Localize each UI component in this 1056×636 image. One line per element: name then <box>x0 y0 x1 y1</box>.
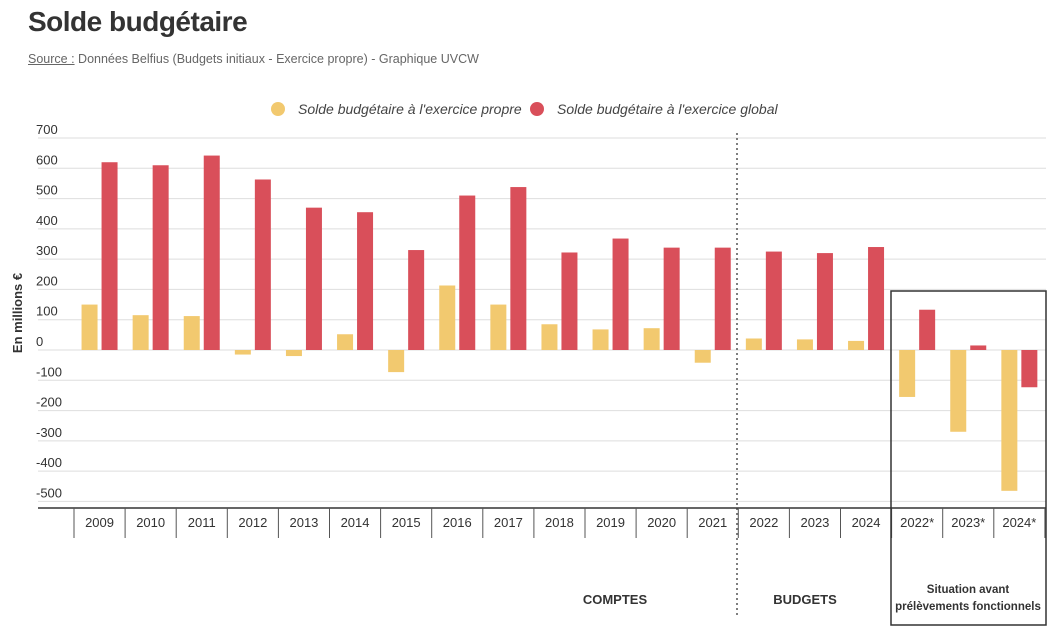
bar-exercice-global <box>663 247 680 350</box>
x-category-label: 2016 <box>443 515 472 530</box>
y-tick-label: -400 <box>36 455 62 470</box>
legend: Solde budgétaire à l'exercice propre Sold… <box>271 101 778 117</box>
x-category-label: 2020 <box>647 515 676 530</box>
x-category-label: 2011 <box>188 515 216 530</box>
bar-exercice-propre <box>81 304 98 350</box>
highlight-box <box>890 290 1047 626</box>
bar-exercice-global <box>203 155 220 350</box>
y-tick-label: 500 <box>36 183 58 198</box>
y-tick-label: -500 <box>36 485 62 500</box>
x-category-label: 2010 <box>136 515 165 530</box>
bar-exercice-propre <box>694 350 711 363</box>
y-axis-label: En millions € <box>10 273 25 353</box>
chart-source: Source : Données Belfius (Budgets initia… <box>28 52 479 66</box>
x-axis: 2009 2010 2011 2012 2013 2014 2015 2016 2017 2018… <box>38 507 1046 538</box>
source-label: Source : <box>28 52 75 66</box>
x-category-label: 2009 <box>85 515 114 530</box>
y-tick-label: -100 <box>36 364 62 379</box>
bar-exercice-global <box>868 247 885 350</box>
bar-exercice-global <box>816 253 833 350</box>
group-label-comptes: COMPTES <box>583 592 648 607</box>
y-axis-ticks: 700 600 500 400 300 200 100 0 -100 -200 -300 -400 -5… <box>36 122 62 500</box>
x-category-label: 2015 <box>392 515 421 530</box>
x-category-label: 2024 <box>852 515 881 530</box>
bar-exercice-propre <box>848 340 865 350</box>
x-category-label: 2014 <box>341 515 370 530</box>
group-labels: COMPTES BUDGETS Situation avant prélèvement… <box>583 290 1047 626</box>
x-category-label: 2017 <box>494 515 523 530</box>
bar-exercice-global <box>510 187 527 350</box>
bar-exercice-propre <box>439 285 456 350</box>
bar-exercice-propre <box>337 334 354 350</box>
bar-exercice-global <box>1021 350 1038 388</box>
bar-exercice-global <box>357 212 374 350</box>
bar-exercice-propre <box>1001 350 1018 491</box>
x-category-label: 2023 <box>800 515 829 530</box>
grid-lines <box>38 133 1046 618</box>
y-tick-label: -300 <box>36 425 62 440</box>
bar-exercice-propre <box>950 350 967 432</box>
bar-exercice-propre <box>388 350 405 373</box>
bar-exercice-propre <box>592 329 609 350</box>
bar-exercice-global <box>765 251 782 350</box>
x-category-label: 2024* <box>1002 515 1036 530</box>
y-tick-label: 200 <box>36 273 58 288</box>
y-tick-label: 300 <box>36 243 58 258</box>
y-tick-label: 600 <box>36 152 58 167</box>
bar-exercice-global <box>408 250 425 350</box>
group-label-budgets: BUDGETS <box>773 592 837 607</box>
y-tick-label: 100 <box>36 304 58 319</box>
x-category-label: 2012 <box>238 515 267 530</box>
bar-exercice-global <box>714 247 731 350</box>
bar-exercice-global <box>561 252 578 350</box>
group-label-situation-line1: Situation avant <box>927 584 1010 596</box>
bars <box>81 155 1038 491</box>
bar-exercice-global <box>152 165 169 350</box>
bar-exercice-propre <box>490 304 507 350</box>
bar-exercice-propre <box>899 350 916 397</box>
bar-exercice-global <box>612 238 629 350</box>
bar-exercice-propre <box>745 338 762 350</box>
x-category-label: 2018 <box>545 515 574 530</box>
bar-exercice-propre <box>643 328 660 350</box>
bar-exercice-global <box>459 195 476 350</box>
group-label-situation-line2: prélèvements fonctionnels <box>895 601 1041 613</box>
legend-label-global: Solde budgétaire à l'exercice global <box>557 101 778 117</box>
legend-swatch-global <box>530 102 544 116</box>
bar-exercice-propre <box>796 339 813 350</box>
x-category-label: 2021 <box>698 515 727 530</box>
x-category-label: 2022* <box>900 515 934 530</box>
y-tick-label: 700 <box>36 122 58 137</box>
bar-exercice-global <box>919 309 936 350</box>
y-tick-label: -200 <box>36 395 62 410</box>
x-category-label: 2022 <box>749 515 778 530</box>
bar-exercice-propre <box>234 350 251 355</box>
chart-title: Solde budgétaire <box>28 6 248 37</box>
bar-exercice-global <box>970 345 987 350</box>
x-category-label: 2013 <box>289 515 318 530</box>
bar-exercice-propre <box>541 324 558 350</box>
bar-exercice-global <box>101 162 118 350</box>
bar-exercice-propre <box>183 316 200 350</box>
bar-exercice-global <box>254 179 271 350</box>
y-tick-label: 0 <box>36 334 43 349</box>
source-text: Données Belfius (Budgets initiaux - Exer… <box>78 52 479 66</box>
x-category-label: 2019 <box>596 515 625 530</box>
bar-exercice-propre <box>285 350 302 357</box>
x-category-label: 2023* <box>951 515 985 530</box>
bar-exercice-propre <box>132 315 149 350</box>
bar-exercice-global <box>305 207 322 350</box>
y-tick-label: 400 <box>36 213 58 228</box>
legend-label-propre: Solde budgétaire à l'exercice propre <box>298 101 522 117</box>
legend-swatch-propre <box>271 102 285 116</box>
